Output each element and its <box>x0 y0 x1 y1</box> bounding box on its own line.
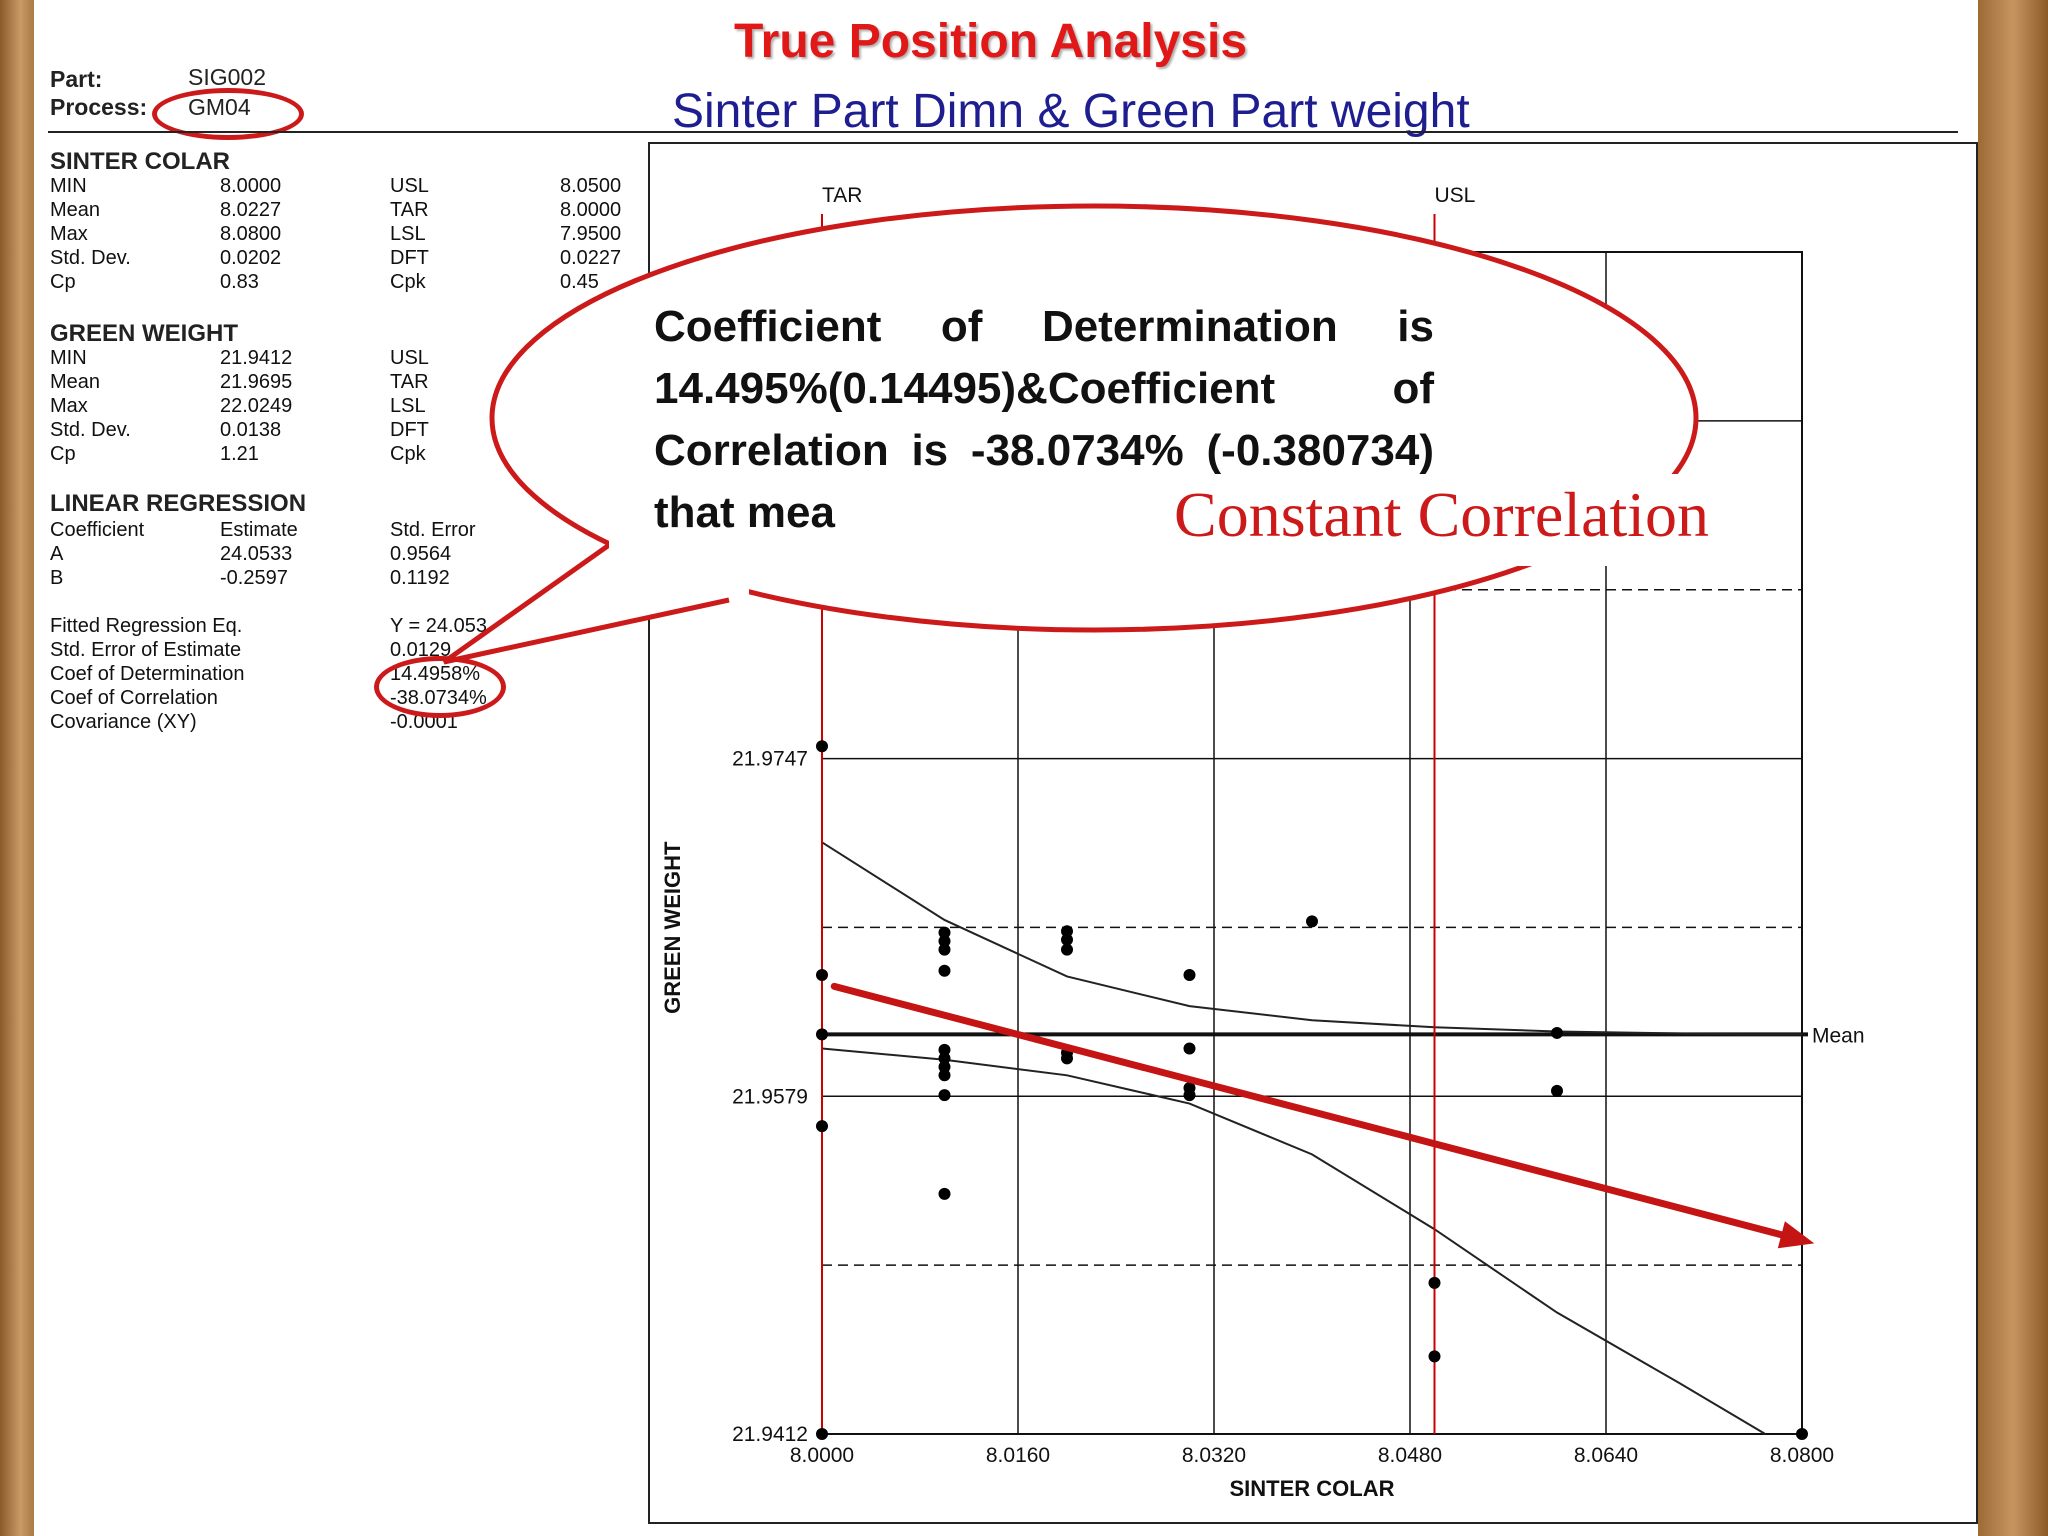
data-point <box>1551 1084 1563 1097</box>
constant-correlation-overlay: Constant Correlation <box>1160 474 1770 566</box>
data-point <box>938 1060 951 1073</box>
data-point <box>1551 1026 1563 1039</box>
data-point <box>938 1052 951 1065</box>
regression-estimate-column: Estimate 24.0533 -0.2597 <box>220 519 298 589</box>
data-point <box>938 1089 951 1102</box>
data-point <box>816 740 828 753</box>
spec-label-tar: TAR <box>822 184 862 207</box>
data-point <box>938 1069 951 1082</box>
data-point <box>1061 933 1073 946</box>
regression-stderr-column: Std. Error 0.9564 0.1192 <box>390 519 476 589</box>
trend-arrow-shaft <box>830 982 1785 1239</box>
callout-tail-join <box>609 530 749 596</box>
sinter-stat-values: 8.0000 8.0227 8.0800 0.0202 0.83 <box>220 175 282 293</box>
sinter-stat-labels: MIN Mean Max Std. Dev. Cp <box>50 175 131 293</box>
data-point <box>1183 1042 1196 1055</box>
x-axis-title: SINTER COLAR <box>1230 1476 1395 1501</box>
header-rule <box>48 131 1958 133</box>
data-point <box>1428 1276 1441 1289</box>
trend-arrow-layer <box>830 982 1815 1249</box>
data-point <box>938 964 951 977</box>
y-axis-title: GREEN WEIGHT <box>660 841 685 1014</box>
green-section-title: GREEN WEIGHT <box>50 320 239 347</box>
slide-title: True Position Analysis <box>734 15 1248 68</box>
process-highlight-oval <box>152 88 304 140</box>
data-point <box>1306 915 1318 928</box>
callout-text: Coefficient of Determination is 14.495%(… <box>654 302 1434 537</box>
slide-left-border <box>0 0 34 1536</box>
data-point <box>938 1187 951 1200</box>
regression-coef-column: Coefficient A B <box>50 519 145 589</box>
part-label: Part: <box>50 66 103 92</box>
data-point <box>816 1120 828 1133</box>
constant-correlation-label: Constant Correlation <box>1174 479 1710 550</box>
data-point <box>938 1043 951 1056</box>
data-point <box>938 935 951 948</box>
y-tick-label: 21.9747 <box>732 748 808 771</box>
data-point <box>816 1428 828 1440</box>
slide: True Position Analysis Sinter Part Dimn … <box>34 0 1978 1536</box>
fit-stat-labels: Fitted Regression Eq. Std. Error of Estim… <box>50 615 245 733</box>
data-point <box>1428 1350 1441 1363</box>
data-point-layer <box>816 740 1808 1440</box>
sinter-section-title: SINTER COLAR <box>50 148 230 175</box>
green-stat-labels: MIN Mean Max Std. Dev. Cp <box>50 347 131 465</box>
data-point <box>1061 925 1073 938</box>
data-point <box>938 943 951 956</box>
sinter-spec-values: 8.0500 8.0000 7.9500 0.0227 0.45 <box>560 175 622 293</box>
trend-arrow-head <box>1777 1221 1815 1249</box>
data-point <box>938 926 951 939</box>
data-point <box>1183 969 1196 982</box>
data-point <box>816 969 828 982</box>
regression-section-title: LINEAR REGRESSION <box>50 490 307 517</box>
slide-subtitle: Sinter Part Dimn & Green Part weight <box>672 85 1470 138</box>
mean-label: Mean <box>1812 1024 1865 1047</box>
spec-label-usl: USL <box>1435 184 1476 207</box>
data-point <box>1061 943 1073 956</box>
x-tick-label: 8.0000 <box>790 1444 854 1467</box>
process-label: Process: <box>50 94 148 120</box>
green-stat-values: 21.9412 21.9695 22.0249 0.0138 1.21 <box>220 347 293 465</box>
x-tick-label: 8.0480 <box>1378 1444 1442 1467</box>
green-spec-labels: USL TAR LSL DFT Cpk <box>390 347 429 465</box>
sinter-spec-labels: USL TAR LSL DFT Cpk <box>390 175 429 293</box>
data-point <box>1183 1082 1196 1095</box>
determination-highlight-oval <box>374 656 506 718</box>
callout-bubble <box>442 203 1699 665</box>
data-point <box>1796 1428 1808 1440</box>
x-tick-label: 8.0160 <box>986 1444 1050 1467</box>
confidence-band-layer <box>821 841 1802 1435</box>
lower-confidence-band <box>821 1047 1766 1435</box>
data-point <box>816 1028 828 1041</box>
y-tick-label: 21.9412 <box>732 1423 808 1446</box>
y-tick-label: 21.9579 <box>732 1085 808 1108</box>
slide-right-border <box>1978 0 2048 1536</box>
x-tick-label: 8.0640 <box>1574 1444 1638 1467</box>
upper-confidence-band <box>821 841 1802 1036</box>
x-tick-label: 8.0320 <box>1182 1444 1246 1467</box>
part-value: SIG002 <box>188 64 266 90</box>
x-tick-label: 8.0800 <box>1770 1444 1834 1467</box>
